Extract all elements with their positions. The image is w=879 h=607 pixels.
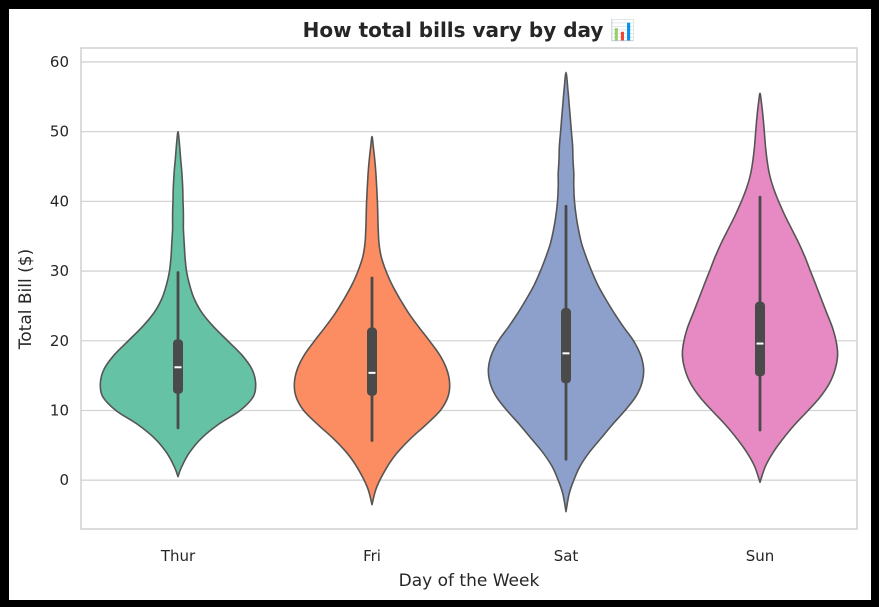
iqr-box-fri [367, 327, 377, 396]
x-tick-labels: Thur Fri Sat Sun [160, 547, 774, 565]
figure: 0 10 20 30 40 50 60 Thur Fri Sat Sun How total bi… [9, 9, 871, 600]
x-axis-label: Day of the Week [399, 571, 540, 591]
violin-group-thur [99, 130, 257, 478]
x-tick-label-sat: Sat [554, 547, 579, 565]
y-tick-label-10: 10 [50, 401, 69, 419]
x-tick-label-sun: Sun [746, 547, 775, 565]
iqr-box-sat [561, 308, 571, 384]
y-tick-label-50: 50 [50, 123, 69, 141]
y-tick-labels: 0 10 20 30 40 50 60 [50, 53, 69, 489]
y-tick-label-40: 40 [50, 192, 69, 210]
y-tick-label-20: 20 [50, 332, 69, 350]
y-tick-label-30: 30 [50, 262, 69, 280]
y-tick-label-60: 60 [50, 53, 69, 71]
violins [99, 71, 839, 513]
violin-group-sun [681, 92, 839, 484]
violin-group-fri [293, 135, 451, 506]
y-tick-label-0: 0 [59, 471, 69, 489]
violin-group-sat [487, 71, 645, 513]
y-axis-label: Total Bill ($) [16, 249, 36, 350]
violin-chart: 0 10 20 30 40 50 60 Thur Fri Sat Sun How total bi… [16, 18, 858, 591]
chart-title: How total bills vary by day 📊 [303, 18, 636, 42]
x-tick-label-thur: Thur [160, 547, 196, 565]
x-tick-label-fri: Fri [363, 547, 381, 565]
iqr-box-sun [755, 301, 765, 377]
plot-frame [80, 47, 858, 530]
